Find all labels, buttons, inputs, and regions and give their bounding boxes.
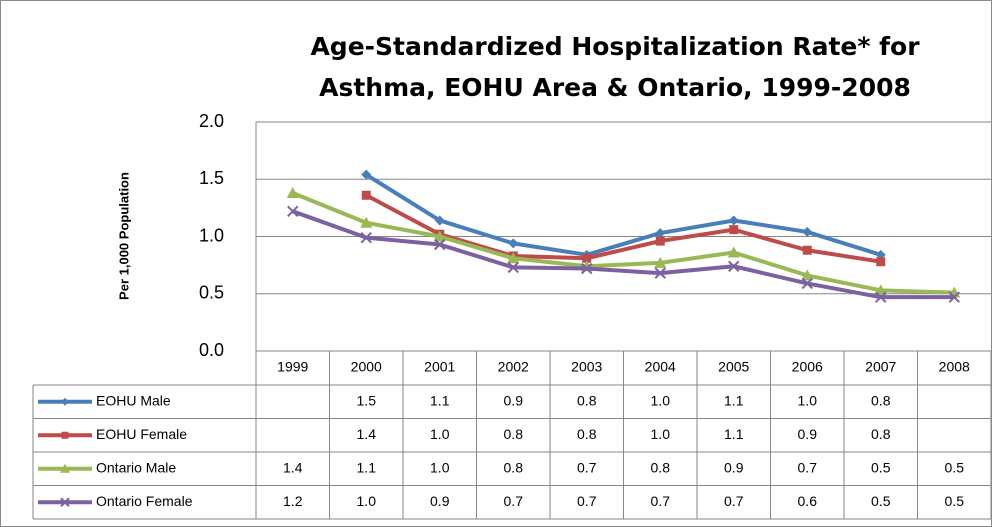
- data-label: 1.1: [724, 392, 744, 408]
- chart-title: Asthma, EOHU Area & Ontario, 1999-2008: [319, 73, 911, 102]
- marker: [727, 246, 740, 258]
- marker: [801, 269, 814, 281]
- series-line: [291, 191, 955, 295]
- marker: [728, 215, 739, 226]
- marker: [581, 262, 593, 275]
- marker: [434, 238, 446, 251]
- y-tick-label: 1.5: [199, 168, 224, 188]
- legend-label: EOHU Male: [96, 392, 171, 408]
- data-label: 1.5: [357, 392, 377, 408]
- data-label: 0.7: [798, 459, 818, 475]
- x-tick-label: 2001: [424, 359, 455, 375]
- data-label: 0.7: [577, 493, 597, 509]
- data-label: 0.7: [504, 493, 524, 509]
- x-tick-label: 2000: [351, 359, 382, 375]
- y-axis-label: Per 1,000 Population: [116, 172, 131, 300]
- marker: [728, 260, 740, 272]
- legend-label: EOHU Female: [96, 426, 187, 442]
- marker: [286, 186, 299, 198]
- data-label: 1.0: [798, 392, 818, 408]
- marker: [61, 397, 69, 406]
- y-tick-label: 0.0: [199, 340, 224, 360]
- y-tick-label: 0.5: [199, 283, 224, 303]
- data-label: 0.8: [577, 392, 597, 408]
- data-label: 0.8: [577, 426, 597, 442]
- x-tick-label: 2006: [792, 359, 823, 375]
- data-label: 1.0: [651, 392, 671, 408]
- marker: [507, 261, 519, 274]
- x-tick-label: 2003: [571, 359, 602, 375]
- data-label: 0.9: [798, 426, 818, 442]
- marker: [875, 291, 887, 303]
- data-label: 1.4: [357, 426, 377, 442]
- marker: [361, 190, 371, 200]
- marker: [434, 215, 445, 226]
- data-label: 0.5: [945, 459, 965, 475]
- x-tick-label: 2007: [865, 359, 896, 375]
- data-label: 1.0: [430, 426, 450, 442]
- marker: [655, 228, 666, 239]
- marker: [948, 291, 960, 303]
- data-label: 0.8: [504, 459, 524, 475]
- data-label: 0.7: [577, 459, 597, 475]
- marker: [655, 236, 665, 246]
- x-tick-label: 1999: [277, 359, 308, 375]
- marker: [654, 256, 667, 268]
- legend-label: Ontario Female: [96, 493, 193, 509]
- marker: [287, 205, 299, 218]
- x-tick-label: 2002: [498, 359, 529, 375]
- marker: [360, 216, 373, 228]
- marker: [582, 253, 592, 263]
- series-line: [365, 172, 882, 257]
- data-label: 1.4: [283, 459, 303, 475]
- marker: [60, 497, 70, 507]
- data-label: 1.0: [357, 493, 377, 509]
- data-label: 1.1: [430, 392, 450, 408]
- x-tick-label: 2004: [645, 359, 676, 375]
- data-label: 1.2: [283, 493, 303, 509]
- marker: [801, 277, 813, 290]
- data-label: 0.5: [945, 493, 965, 509]
- chart-title: Age-Standardized Hospitalization Rate* f…: [310, 32, 920, 61]
- marker: [60, 463, 70, 473]
- data-label: 1.1: [357, 459, 377, 475]
- legend-label: Ontario Male: [96, 459, 176, 475]
- series-line: [292, 209, 955, 300]
- marker: [876, 257, 886, 267]
- marker: [508, 238, 519, 249]
- x-tick-label: 2005: [718, 359, 749, 375]
- data-label: 0.8: [651, 459, 671, 475]
- marker: [61, 431, 69, 439]
- marker: [802, 245, 812, 255]
- data-label: 0.5: [871, 459, 891, 475]
- data-label: 0.9: [504, 392, 524, 408]
- data-label: 0.8: [871, 392, 891, 408]
- data-label: 1.0: [651, 426, 671, 442]
- data-label: 1.0: [430, 459, 450, 475]
- data-label: 1.1: [724, 426, 744, 442]
- data-label: 0.8: [871, 426, 891, 442]
- marker: [654, 267, 666, 279]
- data-label: 0.9: [430, 493, 450, 509]
- data-label: 0.9: [724, 459, 744, 475]
- y-tick-label: 1.0: [199, 225, 224, 245]
- y-tick-label: 2.0: [199, 111, 224, 131]
- series-line: [365, 193, 882, 264]
- data-label: 0.6: [798, 493, 818, 509]
- x-tick-label: 2008: [939, 359, 970, 375]
- data-label: 0.7: [651, 493, 671, 509]
- marker: [433, 230, 446, 242]
- marker: [360, 231, 372, 244]
- marker: [729, 225, 739, 235]
- marker: [361, 169, 372, 180]
- marker: [874, 284, 887, 296]
- marker: [507, 252, 520, 264]
- marker: [802, 226, 813, 237]
- data-label: 0.7: [724, 493, 744, 509]
- data-label: 0.5: [871, 493, 891, 509]
- data-label: 0.8: [504, 426, 524, 442]
